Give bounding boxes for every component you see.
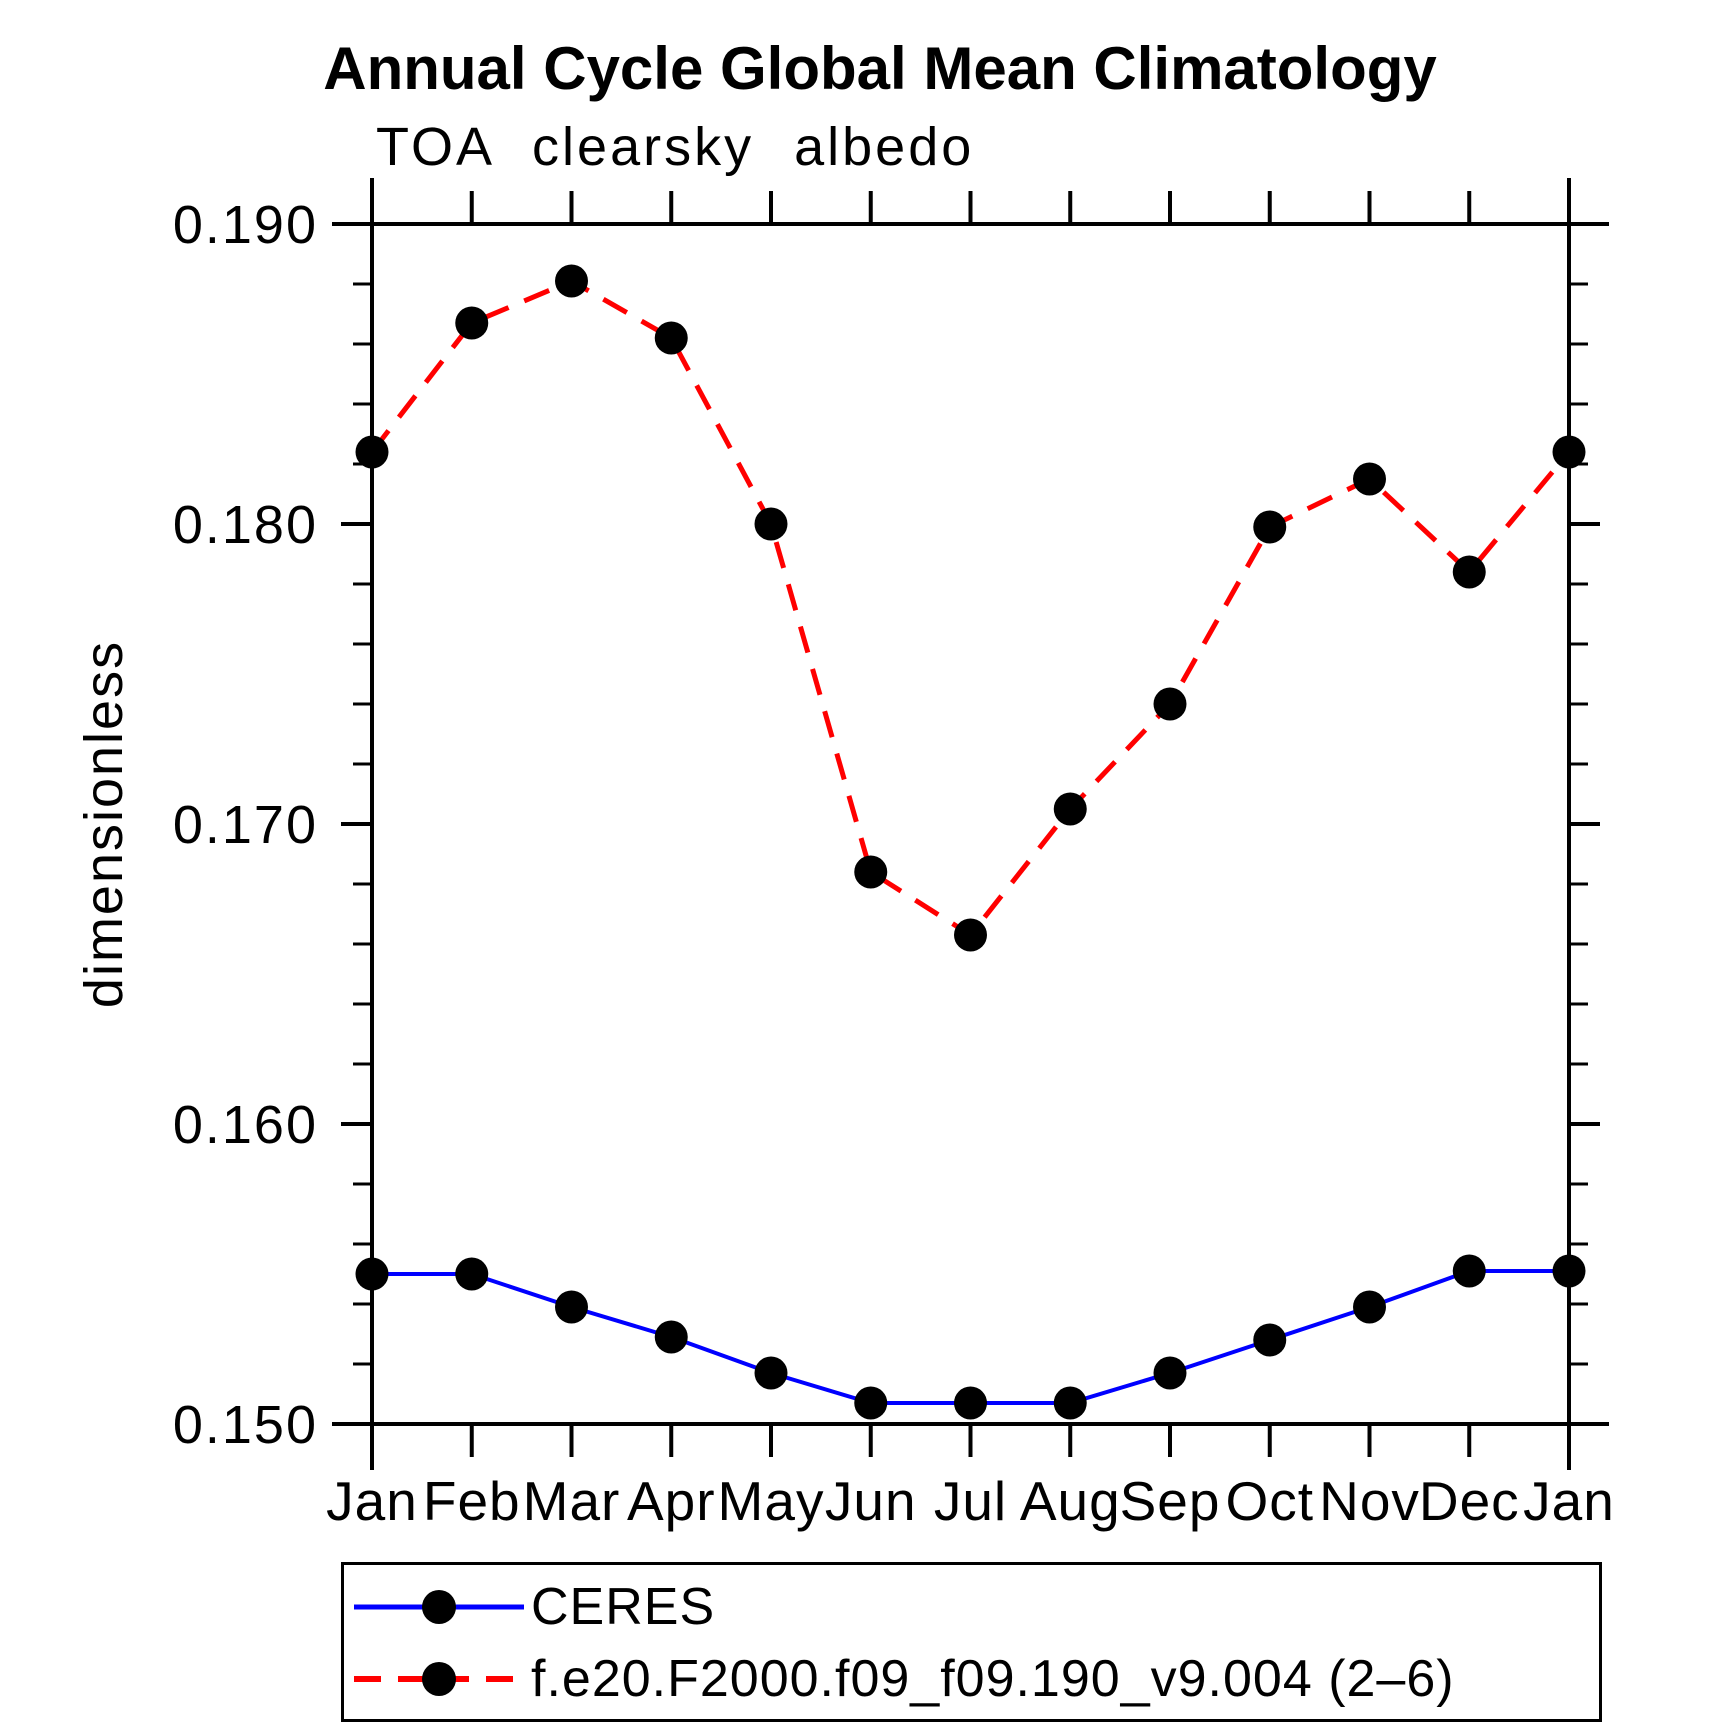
series-0-marker xyxy=(1053,1386,1087,1420)
series-0-marker xyxy=(1353,1290,1386,1324)
series-0-marker xyxy=(954,1386,987,1420)
series-0-marker xyxy=(854,1386,888,1420)
x-axis-tick-label: May xyxy=(718,1470,825,1532)
series-0-marker xyxy=(654,1320,688,1354)
series-line-1 xyxy=(370,278,1571,938)
series-0-marker xyxy=(455,1257,489,1291)
series-1-marker xyxy=(754,507,788,541)
series-0-marker xyxy=(355,1257,389,1291)
y-axis-tick-label: 0.180 xyxy=(173,495,318,555)
x-axis-tick-label: Sep xyxy=(1120,1470,1221,1532)
series-1-marker xyxy=(1452,555,1486,589)
series-0-marker xyxy=(1552,1254,1586,1288)
series-0-marker xyxy=(754,1356,788,1390)
chart-subtitle: TOA clearsky albedo xyxy=(376,117,975,177)
legend-swatch-solid-line-icon xyxy=(354,1590,524,1624)
series-1-marker xyxy=(954,918,987,952)
series-0-marker xyxy=(555,1290,588,1324)
series-1-marker xyxy=(654,321,688,355)
x-axis-tick-label: Jan xyxy=(1523,1470,1615,1532)
y-axis-tick-label: 0.190 xyxy=(173,195,318,255)
x-axis-tick-label: Mar xyxy=(523,1470,621,1532)
page-title: Annual Cycle Global Mean Climatology xyxy=(323,35,1437,102)
legend-swatch-dashed-line-icon xyxy=(354,1662,524,1696)
series-1-marker xyxy=(455,306,489,340)
x-axis-tick-label: Feb xyxy=(423,1470,521,1532)
series-1-marker xyxy=(1253,510,1287,544)
legend-label-model: f.e20.F2000.f09_f09.190_v9.004 (2–6) xyxy=(531,1650,1455,1708)
series-1-marker xyxy=(1353,462,1386,496)
series-1-marker xyxy=(555,264,588,298)
legend: CERES f.e20.F2000.f09_f09.190_v9.004 (2–… xyxy=(341,1562,1602,1722)
y-axis-tick-label: 0.160 xyxy=(173,1095,318,1155)
legend-label-ceres: CERES xyxy=(531,1578,716,1636)
series-1-marker xyxy=(1552,435,1586,469)
y-axis-tick-label: 0.150 xyxy=(173,1395,318,1455)
x-axis-tick-label: Jun xyxy=(825,1470,917,1532)
y-axis-tick-label: 0.170 xyxy=(173,795,318,855)
x-axis-tick-label: Jan xyxy=(326,1470,418,1532)
series-0-marker xyxy=(1153,1356,1187,1390)
series-1-marker xyxy=(1153,687,1187,721)
x-axis-tick-label: Jul xyxy=(934,1470,1007,1532)
series-0-marker xyxy=(1253,1323,1287,1357)
legend-entry-ceres: CERES xyxy=(348,1577,715,1637)
x-axis-tick-label: Oct xyxy=(1225,1470,1314,1532)
series-0-marker xyxy=(1452,1254,1486,1288)
series-line-0 xyxy=(372,1269,1569,1405)
series-1-marker xyxy=(854,855,888,889)
series-1-marker xyxy=(1053,792,1087,826)
x-axis-tick-label: Apr xyxy=(627,1470,716,1532)
x-axis-tick-label: Aug xyxy=(1020,1470,1121,1532)
y-axis-label: dimensionless xyxy=(74,640,134,1008)
x-axis-tick-label: Dec xyxy=(1419,1470,1520,1532)
legend-entry-model: f.e20.F2000.f09_f09.190_v9.004 (2–6) xyxy=(348,1649,1455,1709)
x-axis-tick-label: Nov xyxy=(1319,1470,1420,1532)
series-1-marker xyxy=(355,435,389,469)
